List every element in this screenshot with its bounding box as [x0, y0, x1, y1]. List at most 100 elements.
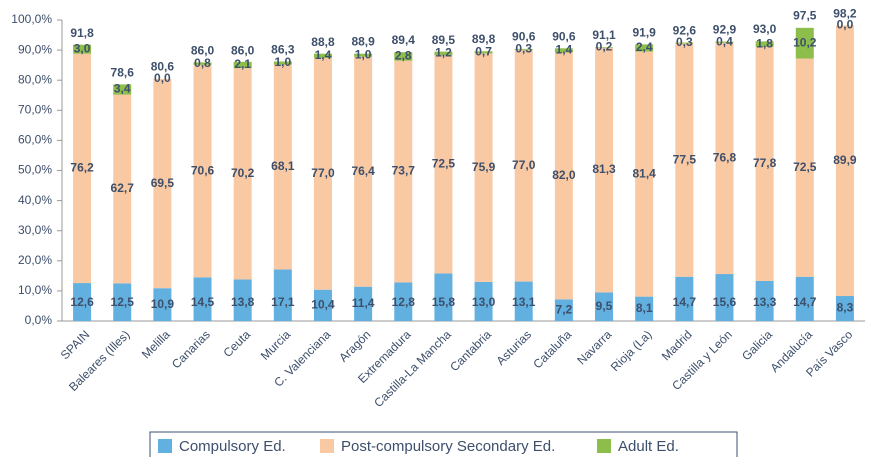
y-tick-label: 60,0%: [18, 133, 52, 147]
value-label: 77,8: [753, 156, 777, 170]
legend-swatch: [597, 439, 611, 453]
legend-swatch: [158, 439, 172, 453]
total-label: 78,6: [111, 66, 135, 80]
x-tick-label: Cataluña: [530, 327, 574, 371]
x-tick-label: Asturias: [494, 327, 535, 368]
bar-segment: [595, 47, 614, 293]
value-label: 0,2: [596, 40, 613, 54]
total-label: 90,6: [552, 29, 576, 43]
value-label: 14,7: [793, 295, 817, 309]
value-label: 2,4: [636, 40, 653, 54]
bar-segment: [554, 52, 573, 300]
bar-segment: [715, 274, 734, 321]
total-label: 91,9: [632, 26, 656, 40]
total-label: 92,9: [713, 23, 737, 37]
value-label: 12,8: [392, 295, 416, 309]
total-label: 88,9: [351, 35, 375, 49]
total-label: 86,0: [191, 43, 215, 57]
value-label: 0,3: [515, 42, 532, 56]
total-label: 98,2: [833, 7, 857, 21]
bar-segment: [595, 292, 614, 321]
bar-segment: [113, 84, 132, 95]
value-label: 15,6: [713, 295, 737, 309]
value-label: 82,0: [552, 168, 576, 182]
y-tick-label: 70,0%: [18, 102, 52, 116]
value-label: 77,5: [673, 152, 697, 166]
bar-segment: [474, 53, 493, 282]
value-label: 81,3: [592, 162, 616, 176]
value-label: 8,3: [837, 301, 854, 315]
value-label: 11,4: [352, 296, 375, 310]
bar-segment: [474, 281, 493, 321]
value-label: 13,8: [231, 295, 255, 309]
x-tick-label: Aragón: [336, 327, 373, 364]
value-label: 76,8: [713, 151, 737, 165]
bar-segment: [514, 48, 533, 50]
bar-segment: [554, 299, 573, 321]
y-tick-label: 40,0%: [18, 193, 52, 207]
value-label: 1,4: [315, 48, 332, 62]
bar-segment: [635, 51, 654, 297]
bar-segment: [835, 296, 854, 321]
bar-segment: [73, 44, 92, 54]
bar-segment: [635, 44, 654, 52]
total-label: 90,6: [512, 29, 536, 43]
bar-segment: [514, 49, 533, 282]
bar-segment: [715, 42, 734, 275]
bar-segment: [73, 53, 92, 284]
value-label: 62,7: [111, 181, 135, 195]
bar-segment: [795, 276, 814, 321]
value-label: 0,0: [154, 71, 171, 85]
bar-segment: [394, 60, 413, 283]
value-label: 73,7: [392, 164, 416, 178]
total-label: 97,5: [793, 9, 817, 23]
value-label: 9,5: [596, 299, 613, 313]
value-label: 1,8: [756, 36, 773, 50]
bar-segment: [434, 55, 453, 274]
value-label: 68,1: [271, 159, 295, 173]
bar-segment: [514, 281, 533, 321]
x-tick-label: Ceuta: [220, 327, 253, 360]
value-label: 1,0: [355, 47, 372, 61]
value-label: 10,9: [151, 297, 175, 311]
x-tick-label: Rioja (La): [608, 327, 655, 374]
value-label: 14,5: [191, 295, 215, 309]
x-tick-label: SPAIN: [58, 327, 93, 362]
total-label: 80,6: [151, 60, 175, 74]
y-tick-label: 90,0%: [18, 42, 52, 56]
value-label: 89,9: [833, 153, 857, 167]
value-label: 8,1: [636, 301, 653, 315]
y-tick-label: 20,0%: [18, 253, 52, 267]
x-tick-label: Cantabria: [447, 327, 494, 374]
bar-segment: [313, 53, 332, 58]
value-label: 7,2: [556, 302, 573, 316]
bar-segment: [795, 58, 814, 277]
value-label: 1,0: [274, 55, 291, 69]
total-label: 89,4: [392, 33, 416, 47]
y-tick-label: 0,0%: [25, 313, 53, 327]
legend-label: Post-compulsory Secondary Ed.: [341, 438, 555, 455]
value-label: 3,4: [114, 82, 131, 96]
value-label: 0,8: [194, 56, 211, 70]
x-tick-label: Canarias: [169, 327, 213, 371]
value-label: 13,1: [512, 295, 536, 309]
bar-segment: [675, 43, 694, 277]
value-label: 0,3: [676, 35, 693, 49]
value-label: 17,1: [271, 295, 295, 309]
value-label: 1,4: [556, 43, 573, 57]
value-label: 0,7: [475, 45, 492, 59]
value-label: 10,4: [311, 298, 335, 312]
y-tick-label: 100,0%: [11, 12, 52, 26]
bar-segment: [394, 282, 413, 321]
x-tick-label: Melilla: [139, 327, 173, 361]
bar-segment: [193, 62, 212, 65]
bar-segment: [233, 61, 252, 69]
value-label: 76,4: [351, 164, 375, 178]
bar-segment: [474, 51, 493, 54]
x-tick-label: Navarra: [574, 327, 614, 367]
value-label: 76,2: [70, 161, 94, 175]
y-tick-label: 50,0%: [18, 163, 52, 177]
bar-segment: [354, 53, 373, 57]
value-label: 2,8: [395, 49, 412, 63]
